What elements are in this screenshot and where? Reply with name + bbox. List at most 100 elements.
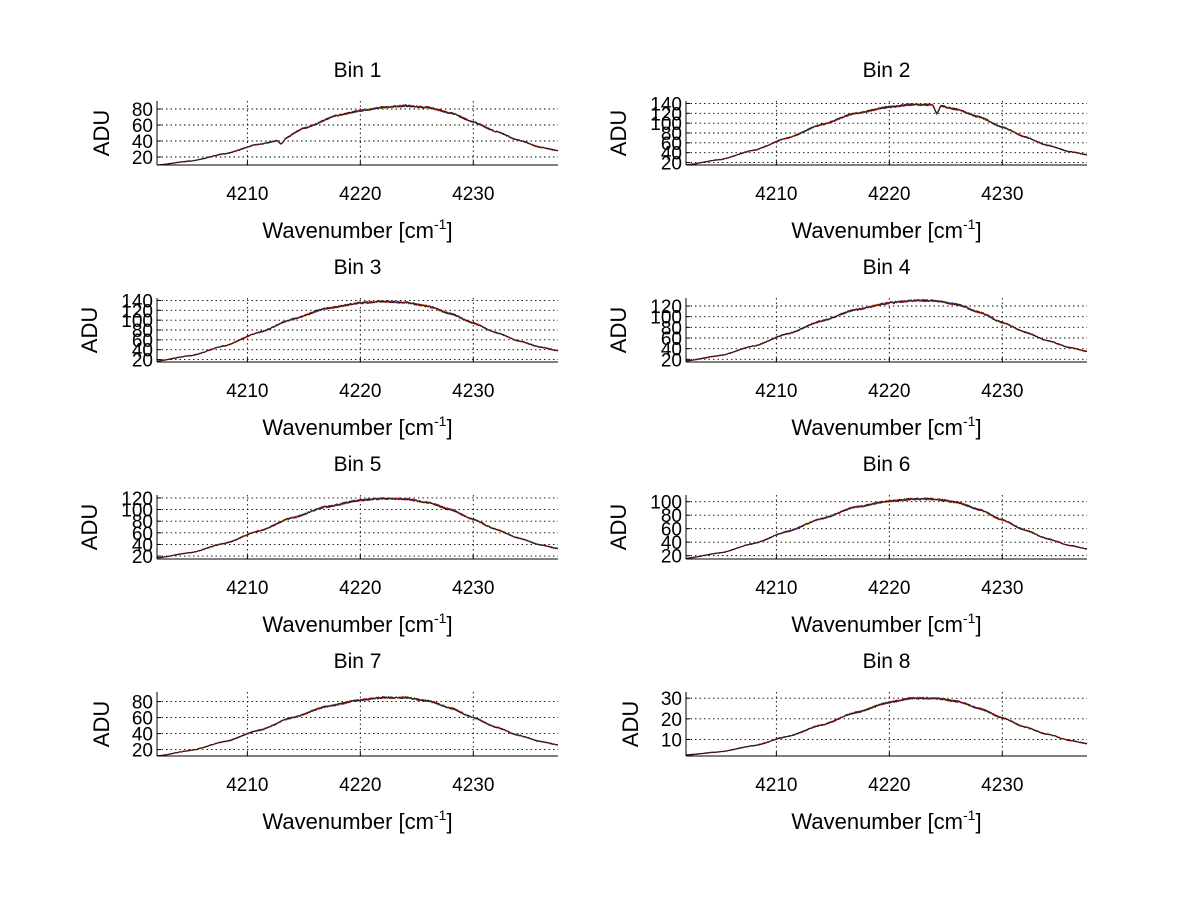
y-axis-label: ADU (77, 504, 102, 550)
x-axis-label: Wavenumber [cm-1] (791, 413, 981, 440)
x-tick-label: 4230 (981, 381, 1023, 402)
x-tick-label: 4210 (755, 184, 797, 205)
y-tick-label: 20 (132, 741, 153, 762)
y-tick-label: 100 (650, 493, 682, 514)
spectrum-trace-5 (156, 300, 559, 362)
x-axis-label: Wavenumber [cm-1] (791, 610, 981, 637)
y-tick-label: 40 (661, 340, 682, 361)
y-tick-label: 40 (132, 725, 153, 746)
x-tick-label: 4230 (981, 578, 1023, 599)
x-tick-label: 4220 (339, 381, 381, 402)
y-tick-label: 60 (132, 331, 153, 352)
y-tick-label: 20 (132, 351, 153, 372)
y-tick-label: 40 (132, 132, 153, 153)
y-tick-label: 80 (661, 318, 682, 339)
x-tick-label: 4220 (339, 578, 381, 599)
y-axis-label: ADU (606, 307, 631, 353)
x-tick-label: 4220 (868, 775, 910, 796)
x-tick-label: 4230 (452, 381, 494, 402)
y-tick-label: 20 (132, 148, 153, 169)
subplot-title: Bin 7 (334, 650, 382, 673)
subplot-title: Bin 3 (334, 256, 382, 279)
x-axis-label: Wavenumber [cm-1] (791, 216, 981, 243)
subplot-title: Bin 1 (334, 59, 382, 82)
x-axis-label: Wavenumber [cm-1] (262, 413, 452, 440)
spectrum-trace-5 (685, 299, 1088, 362)
y-tick-label: 80 (132, 512, 153, 533)
y-axis-label: ADU (606, 110, 631, 156)
y-tick-label: 10 (661, 730, 682, 751)
y-tick-label: 80 (661, 506, 682, 527)
y-tick-label: 40 (132, 341, 153, 362)
y-tick-label: 20 (132, 547, 153, 568)
x-tick-label: 4220 (868, 184, 910, 205)
y-tick-label: 140 (121, 291, 153, 312)
x-tick-label: 4210 (755, 775, 797, 796)
x-tick-label: 4230 (452, 775, 494, 796)
subplot-title: Bin 6 (863, 453, 911, 476)
spectrum-trace-5 (156, 497, 559, 559)
x-tick-label: 4220 (868, 578, 910, 599)
x-axis-label: Wavenumber [cm-1] (262, 610, 452, 637)
x-tick-label: 4210 (755, 578, 797, 599)
y-tick-label: 20 (661, 547, 682, 568)
y-tick-label: 20 (661, 154, 682, 175)
x-tick-label: 4220 (339, 184, 381, 205)
y-axis-label: ADU (606, 504, 631, 550)
x-tick-label: 4210 (226, 381, 268, 402)
y-tick-label: 80 (132, 321, 153, 342)
y-tick-label: 60 (661, 329, 682, 350)
x-tick-label: 4230 (981, 775, 1023, 796)
x-tick-label: 4210 (226, 578, 268, 599)
y-tick-label: 60 (132, 709, 153, 730)
y-tick-label: 80 (661, 124, 682, 145)
y-tick-label: 40 (661, 144, 682, 165)
y-tick-label: 20 (661, 710, 682, 731)
x-tick-label: 4210 (226, 184, 268, 205)
x-tick-label: 4230 (981, 184, 1023, 205)
spectrum-trace-5 (685, 497, 1088, 559)
spectrum-trace-5 (686, 103, 1088, 166)
y-tick-label: 140 (650, 94, 682, 115)
y-tick-label: 60 (132, 116, 153, 137)
y-tick-label: 40 (661, 533, 682, 554)
subplot-title: Bin 8 (863, 650, 911, 673)
y-tick-label: 120 (650, 297, 682, 318)
y-tick-label: 120 (650, 104, 682, 125)
y-tick-label: 40 (132, 535, 153, 556)
x-tick-label: 4220 (339, 775, 381, 796)
y-tick-label: 80 (132, 100, 153, 121)
y-tick-label: 60 (132, 524, 153, 545)
subplot-title: Bin 4 (863, 256, 911, 279)
spectrum-trace-5 (156, 696, 559, 757)
y-tick-label: 30 (661, 689, 682, 710)
subplot-title: Bin 2 (863, 59, 911, 82)
y-tick-label: 100 (121, 501, 153, 522)
x-axis-label: Wavenumber [cm-1] (262, 807, 452, 834)
x-tick-label: 4230 (452, 184, 494, 205)
x-tick-label: 4230 (452, 578, 494, 599)
y-axis-label: ADU (89, 110, 114, 156)
y-tick-label: 120 (121, 489, 153, 510)
y-axis-label: ADU (89, 701, 114, 747)
y-tick-label: 20 (661, 350, 682, 371)
y-tick-label: 100 (121, 311, 153, 332)
y-tick-label: 100 (650, 308, 682, 329)
spectrum-trace-5 (156, 104, 559, 166)
y-axis-label: ADU (77, 307, 102, 353)
x-axis-label: Wavenumber [cm-1] (791, 807, 981, 834)
subplot-title: Bin 5 (334, 453, 382, 476)
x-tick-label: 4210 (755, 381, 797, 402)
x-tick-label: 4210 (226, 775, 268, 796)
